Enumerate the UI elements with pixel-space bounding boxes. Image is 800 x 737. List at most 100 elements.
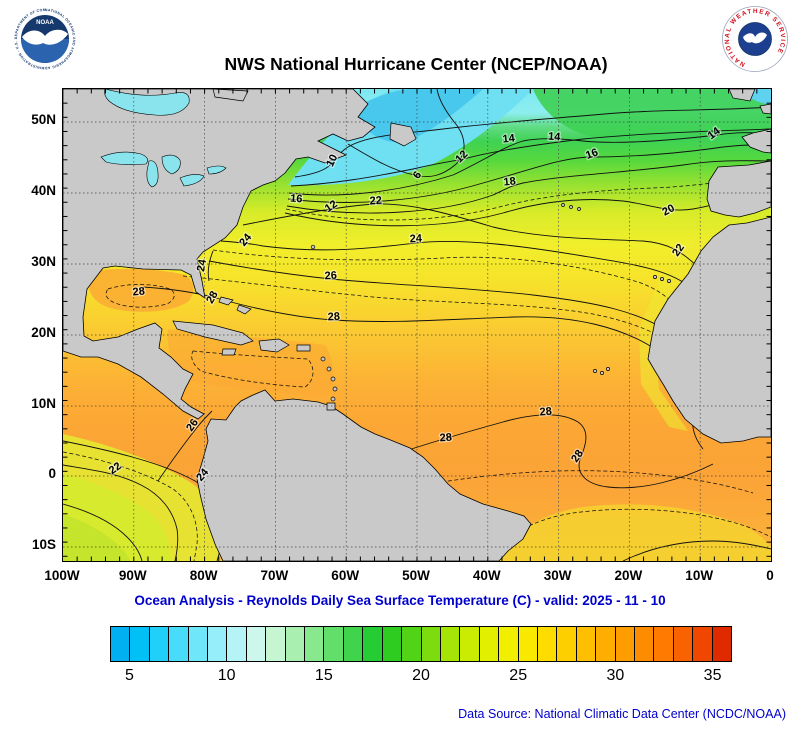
- bermuda: [310, 244, 316, 250]
- colorbar-cell: [634, 627, 655, 661]
- iberia: [706, 160, 771, 218]
- map-subtitle: Ocean Analysis - Reynolds Daily Sea Surf…: [134, 593, 666, 608]
- bahamas: [218, 296, 234, 306]
- azores: [569, 205, 573, 209]
- lat-label-10N: 10N: [31, 396, 56, 411]
- colorbar-cell: [615, 627, 635, 661]
- colorbar-tick-15: 15: [314, 667, 333, 684]
- colorbar-cell: [421, 627, 441, 661]
- south-america: [196, 389, 532, 561]
- cuba: [172, 320, 254, 346]
- colorbar-cell: [266, 627, 286, 661]
- trinidad: [326, 402, 336, 411]
- africa: [647, 216, 771, 444]
- colorbar-cells: [111, 627, 731, 661]
- contour-label-28: 28: [539, 406, 552, 419]
- colorbar-tick-25: 25: [509, 667, 528, 684]
- contour-label-24: 24: [409, 233, 423, 246]
- colorbar-cell: [440, 627, 461, 661]
- colorbar-cell: [324, 627, 344, 661]
- colorbar-ticks: 5 10 15 20 25 30 35: [110, 667, 732, 691]
- contour-label-26: 26: [324, 270, 337, 283]
- canary-islands: [660, 277, 664, 281]
- contour-label-22: 22: [369, 195, 382, 208]
- colorbar: [110, 626, 732, 662]
- colorbar-tick-30: 30: [606, 667, 625, 684]
- colorbar-cell: [673, 627, 694, 661]
- lon-label-70W: 70W: [260, 568, 289, 583]
- colorbar-tick-10: 10: [217, 667, 236, 684]
- colorbar-cell: [460, 627, 480, 661]
- page-title: NWS National Hurricane Center (NCEP/NOAA…: [224, 54, 608, 74]
- lon-label-10W: 10W: [685, 568, 714, 583]
- colorbar-cell: [537, 627, 558, 661]
- lon-label-40W: 40W: [472, 568, 501, 583]
- colorbar-cell: [343, 627, 364, 661]
- cape-verde: [606, 367, 610, 371]
- lat-label-30N: 30N: [31, 254, 56, 269]
- cape-verde: [593, 369, 597, 373]
- lon-label-80W: 80W: [189, 568, 218, 583]
- colorbar-cell: [169, 627, 189, 661]
- hispaniola: [258, 338, 290, 353]
- contour-label-28: 28: [132, 286, 145, 299]
- lesser-antilles: [330, 396, 336, 402]
- lon-label-20W: 20W: [614, 568, 643, 583]
- azores: [561, 203, 565, 207]
- lesser-antilles: [320, 356, 326, 362]
- noaa-logo: NATIONAL OCEANIC AND ATMOSPHERIC ADMINIS…: [10, 3, 78, 72]
- land-layer: [63, 89, 771, 561]
- colorbar-cell: [596, 627, 616, 661]
- lat-label-50N: 50N: [31, 112, 56, 127]
- colorbar-cell: [305, 627, 325, 661]
- sst-overlays: [63, 89, 771, 561]
- lesser-antilles: [330, 376, 336, 382]
- lat-label-10S: 10S: [31, 537, 56, 552]
- canary-islands: [667, 279, 671, 283]
- lake-ontario: [206, 165, 227, 175]
- lake-superior: [100, 151, 148, 165]
- lon-label-50W: 50W: [402, 568, 430, 583]
- contour-label-16: 16: [290, 193, 303, 206]
- colorbar-cell: [285, 627, 306, 661]
- arctic-island: [212, 89, 249, 102]
- colorbar-tick-35: 35: [703, 667, 722, 684]
- lat-label-40N: 40N: [31, 183, 56, 198]
- colorbar-cell: [130, 627, 150, 661]
- nws-logo: NATIONAL WEATHER SERVICE: [722, 6, 788, 72]
- colorbar-cell: [712, 627, 731, 661]
- colorbar-tick-20: 20: [412, 667, 430, 684]
- cape-verde: [600, 371, 604, 375]
- canary-islands: [653, 275, 657, 279]
- colorbar-cell: [557, 627, 577, 661]
- colorbar-cell: [499, 627, 519, 661]
- colorbar-tick-5: 5: [124, 667, 134, 684]
- contour-label-16: 16: [584, 146, 600, 161]
- colorbar-cell: [382, 627, 403, 661]
- contour-label-14: 14: [548, 131, 562, 144]
- colorbar-cell: [246, 627, 267, 661]
- lesser-antilles: [326, 366, 332, 372]
- colorbar-cell: [188, 627, 209, 661]
- lake-michigan: [146, 160, 159, 188]
- sst-map: 14 14 14 16 18 10 6 12 16 12 22 24 20 24 22 26 28 28 28 24 2…: [62, 88, 772, 562]
- seagull-icon: [22, 29, 68, 45]
- colorbar-cell: [479, 627, 500, 661]
- colorbar-cell: [576, 627, 597, 661]
- colorbar-cell: [654, 627, 674, 661]
- britain: [759, 103, 771, 115]
- ireland: [728, 89, 756, 102]
- contour-label-24: 24: [195, 258, 209, 273]
- lon-label-0: 0: [766, 568, 774, 583]
- colorbar-cell: [149, 627, 170, 661]
- puerto-rico: [296, 344, 311, 352]
- lesser-antilles: [332, 386, 338, 392]
- lon-label-100W: 100W: [44, 568, 80, 583]
- grid-layer: [63, 89, 771, 561]
- noaa-logo-icon: NATIONAL OCEANIC AND ATMOSPHERIC ADMINIS…: [10, 3, 78, 72]
- lat-label-20N: 20N: [31, 325, 56, 340]
- contour-label-28: 28: [327, 311, 340, 324]
- hudson-bay: [104, 89, 190, 116]
- contour-label-28: 28: [439, 432, 452, 445]
